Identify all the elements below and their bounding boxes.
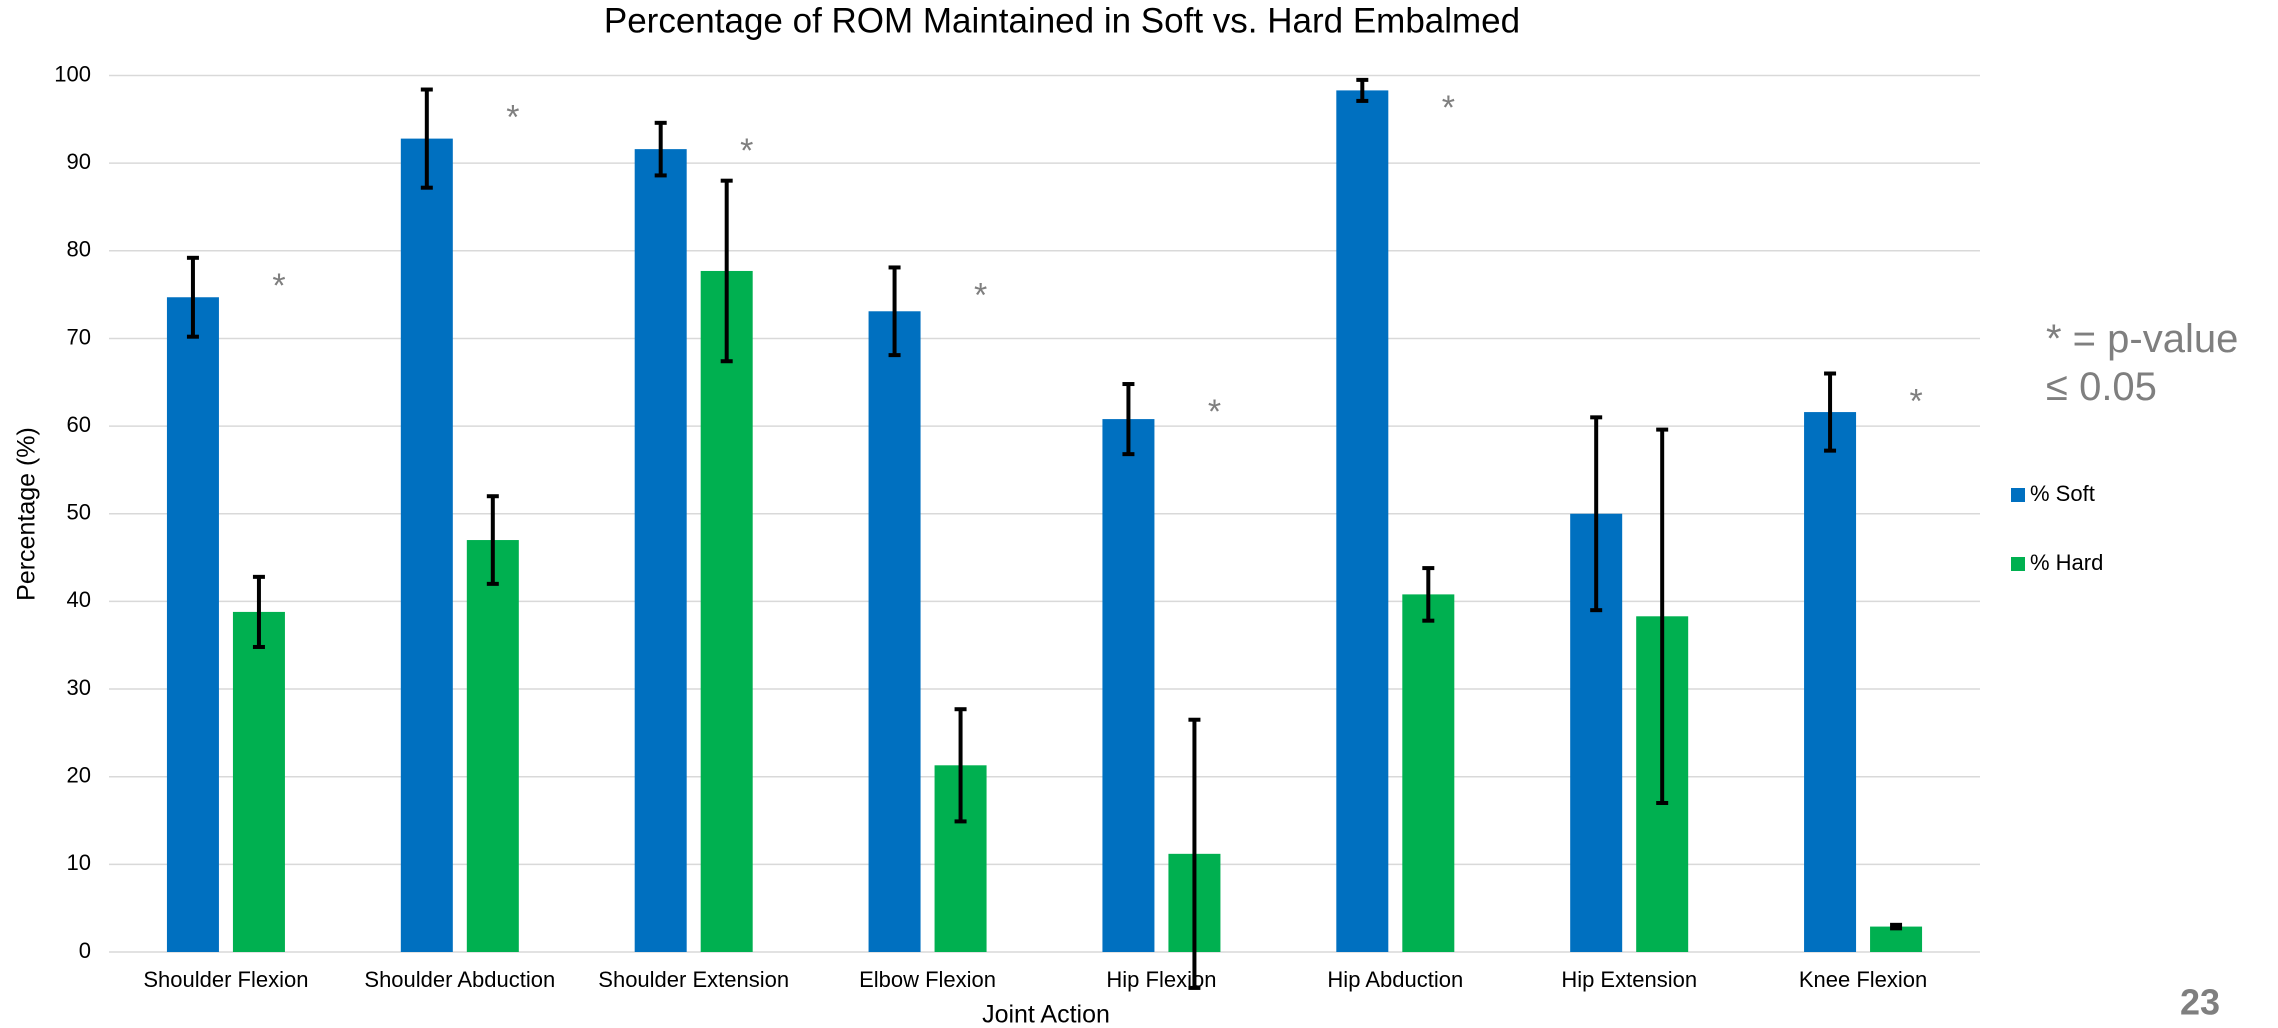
- significance-marker: *: [974, 276, 987, 314]
- significance-marker: *: [740, 132, 753, 170]
- y-tick-label: 10: [67, 850, 91, 875]
- legend-label: % Soft: [2030, 481, 2095, 506]
- significance-marker: *: [506, 99, 519, 137]
- significance-marker: *: [272, 267, 285, 305]
- y-tick-label: 40: [67, 587, 91, 612]
- x-tick-label: Hip Abduction: [1327, 967, 1463, 992]
- y-tick-label: 80: [67, 237, 91, 262]
- x-tick-label: Shoulder Abduction: [364, 967, 555, 992]
- chart-title: Percentage of ROM Maintained in Soft vs.…: [604, 1, 1520, 40]
- y-tick-label: 50: [67, 500, 91, 525]
- bar: [1402, 594, 1454, 952]
- significance-marker: *: [1208, 393, 1221, 431]
- bar: [701, 271, 753, 952]
- page-number: 23: [2180, 982, 2220, 1023]
- significance-marker: *: [1442, 89, 1455, 127]
- x-axis-label: Joint Action: [982, 1001, 1110, 1028]
- y-axis-label: Percentage (%): [13, 427, 41, 601]
- bar: [467, 540, 519, 952]
- bar: [1804, 412, 1856, 952]
- legend-swatch: [2011, 488, 2025, 502]
- y-tick-label: 0: [79, 938, 91, 963]
- bar: [1870, 927, 1922, 952]
- bar: [869, 311, 921, 952]
- chart: Percentage of ROM Maintained in Soft vs.…: [0, 0, 2278, 1028]
- x-tick-label: Shoulder Flexion: [143, 967, 308, 992]
- y-tick-label: 100: [54, 61, 91, 86]
- y-tick-label: 70: [67, 324, 91, 349]
- significance-note: * = p-value ≤ 0.05: [2046, 315, 2266, 411]
- bar: [1336, 90, 1388, 952]
- legend-label: % Hard: [2030, 550, 2103, 575]
- y-tick-label: 30: [67, 675, 91, 700]
- bar: [635, 149, 687, 952]
- y-tick-label: 90: [67, 149, 91, 174]
- y-tick-label: 60: [67, 412, 91, 437]
- x-tick-label: Hip Extension: [1561, 967, 1697, 992]
- x-tick-label: Elbow Flexion: [859, 967, 996, 992]
- x-tick-label: Shoulder Extension: [598, 967, 789, 992]
- legend-swatch: [2011, 557, 2025, 571]
- x-tick-label: Knee Flexion: [1799, 967, 1927, 992]
- significance-marker: *: [1909, 382, 1922, 420]
- error-bar: [1890, 925, 1902, 929]
- bar: [401, 139, 453, 952]
- slide: Percentage of ROM Maintained in Soft vs.…: [0, 0, 2278, 1028]
- bar: [233, 612, 285, 952]
- bar: [1102, 419, 1154, 952]
- y-tick-label: 20: [67, 763, 91, 788]
- bar: [167, 297, 219, 952]
